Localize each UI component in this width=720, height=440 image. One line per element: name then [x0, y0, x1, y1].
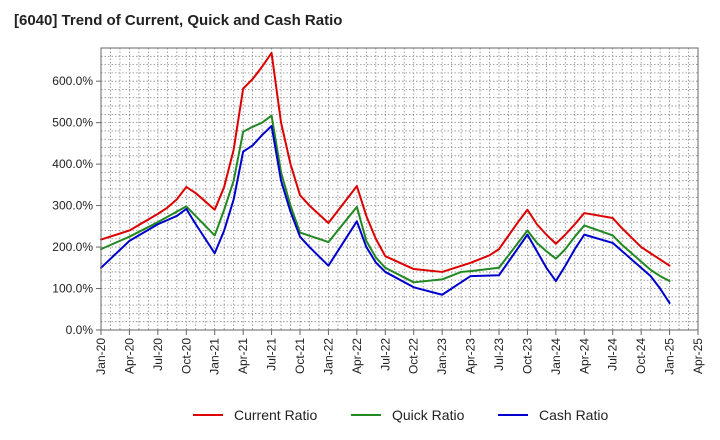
x-axis: Jan-20 Apr-20 Jul-20 Oct-20 Jan-21 Apr-21 Jul-… — [94, 330, 705, 375]
x-tick-label: Jul-20 — [151, 338, 165, 371]
x-tick-label: Oct-23 — [520, 338, 534, 374]
series-line-quick-ratio — [100, 114, 671, 284]
legend: Current Ratio Quick Ratio Cash Ratio — [193, 407, 608, 423]
legend-label-cash-ratio: Cash Ratio — [539, 407, 608, 423]
legend-label-quick-ratio: Quick Ratio — [392, 407, 465, 423]
x-tick-label: Apr-24 — [577, 338, 591, 374]
y-tick-label: 0.0% — [66, 323, 94, 337]
x-tick-label: Oct-20 — [179, 338, 193, 374]
x-tick-label: Jan-21 — [208, 338, 222, 375]
x-tick-label: Jul-23 — [492, 338, 506, 371]
x-tick-label: Apr-23 — [464, 338, 478, 374]
x-tick-label: Oct-22 — [407, 338, 421, 374]
x-tick-label: Jan-25 — [663, 338, 677, 375]
x-tick-label: Jan-22 — [321, 338, 335, 375]
plot-frame — [100, 47, 699, 331]
x-tick-label: Jul-24 — [606, 338, 620, 371]
x-tick-label: Apr-25 — [691, 338, 705, 374]
x-tick-label: Jul-21 — [265, 338, 279, 371]
series-line-cash-ratio — [100, 124, 671, 305]
x-tick-label: Oct-24 — [634, 338, 648, 374]
x-tick-label: Jan-23 — [435, 338, 449, 375]
legend-label-current-ratio: Current Ratio — [234, 407, 317, 423]
x-tick-label: Jan-20 — [94, 338, 108, 375]
x-tick-label: Jul-22 — [378, 338, 392, 371]
series-line-current-ratio — [100, 51, 671, 273]
y-tick-label: 600.0% — [52, 74, 93, 88]
x-tick-label: Oct-21 — [293, 338, 307, 374]
x-tick-label: Apr-21 — [236, 338, 250, 374]
y-tick-label: 400.0% — [52, 157, 93, 171]
x-tick-label: Apr-20 — [122, 338, 136, 374]
y-tick-label: 200.0% — [52, 240, 93, 254]
y-axis: 0.0% 100.0% 200.0% 300.0% 400.0% 500.0% 600.0% — [52, 74, 101, 337]
x-tick-label: Jan-24 — [549, 338, 563, 375]
y-tick-label: 100.0% — [52, 282, 93, 296]
series-layer — [100, 51, 671, 305]
chart-title: [6040] Trend of Current, Quick and Cash … — [14, 12, 343, 29]
y-tick-label: 300.0% — [52, 199, 93, 213]
y-tick-label: 500.0% — [52, 116, 93, 130]
x-tick-label: Apr-22 — [350, 338, 364, 374]
